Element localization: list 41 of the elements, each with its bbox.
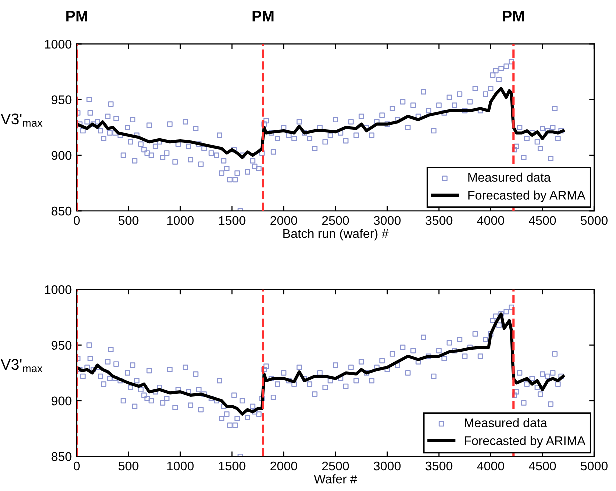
x-tick-label: 3000 (374, 216, 401, 226)
legend-label: Measured data (465, 418, 548, 428)
ref-line-label: PM (252, 11, 274, 22)
x-tick-label: 2000 (270, 462, 298, 471)
y-tick-label: 1000 (45, 40, 72, 49)
y-tick-label: 850 (52, 452, 72, 462)
y-axis-title: V3'$_{max}$ (0, 359, 43, 372)
y-axis-title: V3'$_{max}$ (0, 114, 43, 127)
x-tick-label: 3500 (426, 216, 453, 226)
x-tick-label: 1500 (219, 462, 246, 471)
y-tick-label: 1000 (45, 285, 72, 294)
x-tick-label: 0 (74, 462, 80, 471)
x-tick-label: 2000 (270, 216, 298, 226)
legend-label: Forecasted by ARMA (468, 190, 586, 202)
x-axis-title: Wafer # (314, 474, 358, 484)
x-tick-label: 4000 (477, 216, 504, 226)
x-tick-label: 5000 (581, 216, 608, 226)
y-tick-label: 850 (52, 206, 72, 216)
x-tick-label: 2500 (322, 216, 350, 226)
x-tick-label: 4500 (529, 462, 556, 471)
y-tick-label: 900 (52, 151, 72, 160)
x-tick-label: 5000 (581, 462, 608, 471)
x-tick-label: 4000 (477, 462, 504, 471)
y-tick-label: 950 (52, 96, 72, 104)
x-tick-label: 0 (74, 216, 80, 226)
legend-label: Measured data (468, 172, 551, 182)
x-tick-label: 500 (118, 462, 139, 471)
x-axis-title: Batch run (wafer) # (284, 229, 389, 241)
legend-label: Forecasted by ARIMA (465, 436, 586, 448)
x-tick-label: 2500 (322, 462, 350, 471)
x-tick-label: 1000 (168, 462, 194, 471)
x-tick-label: 500 (118, 216, 139, 226)
x-tick-label: 3500 (426, 462, 453, 471)
ref-line-label: PM (503, 11, 524, 22)
y-tick-label: 900 (52, 396, 72, 406)
ref-line-label: PM (66, 11, 88, 22)
y-tick-label: 950 (52, 341, 72, 350)
x-tick-label: 3000 (374, 462, 401, 471)
x-tick-label: 1500 (219, 216, 246, 226)
x-tick-label: 1000 (168, 216, 194, 226)
x-tick-label: 4500 (529, 216, 556, 226)
